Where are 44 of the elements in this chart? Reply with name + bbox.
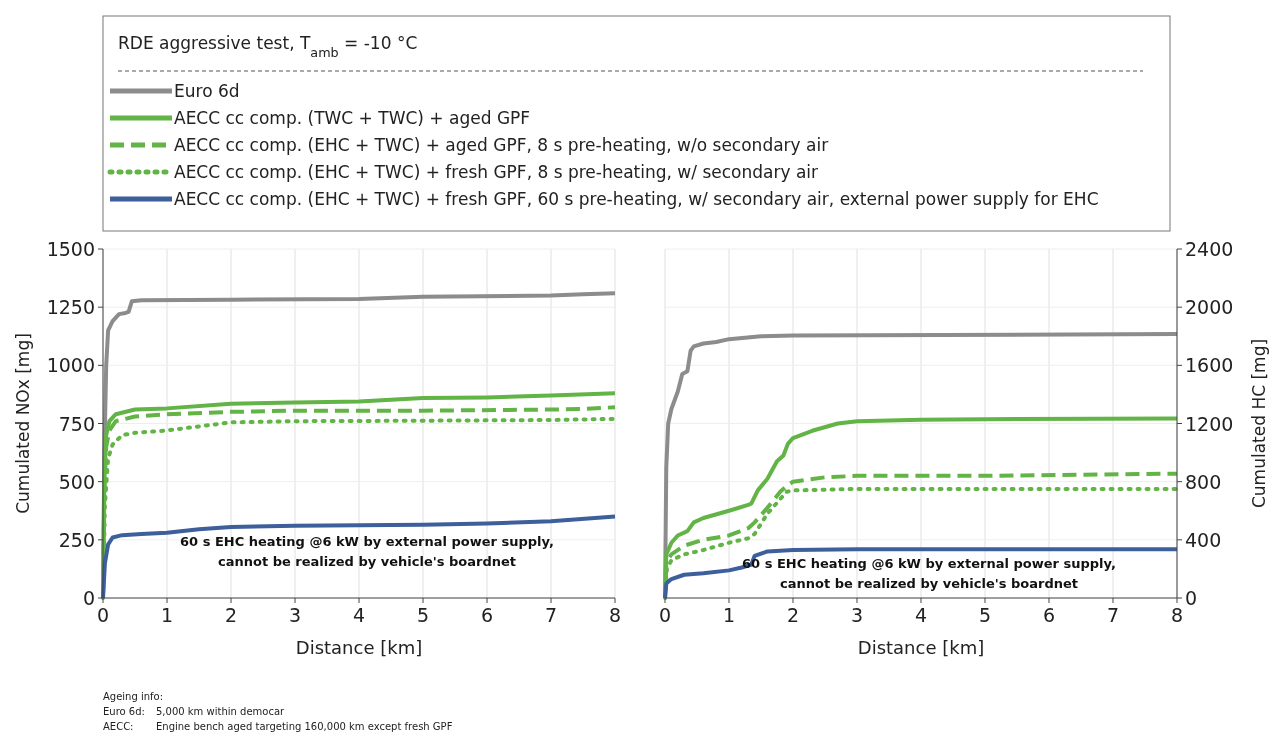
x-axis-title: Distance [km] — [295, 637, 423, 658]
legend-label: AECC cc comp. (EHC + TWC) + aged GPF, 8 s pre-heating, w/o secondary air — [174, 135, 829, 155]
x-tick-label: 5 — [978, 604, 992, 626]
text: Ageing info: Euro 6d: 5,000 km within democar AECC: Engine bench aged targeting 160,000 km except fresh GPF — [103, 691, 453, 732]
x-tick-label: 0 — [96, 604, 110, 626]
y-tick-label: 1200 — [1185, 412, 1234, 435]
legend-label: AECC cc comp. (EHC + TWC) + fresh GPF, 8 s pre-heating, w/ secondary air — [174, 162, 819, 182]
y-axis-title: Cumulated HC [mg] — [1249, 338, 1269, 509]
chart-title: RDE aggressive test, T$_{amb}$ = -10 °C — [118, 33, 418, 60]
y-tick-label: 2000 — [1185, 296, 1234, 319]
y-tick-label: 0 — [82, 587, 95, 609]
x-tick-label: 8 — [1170, 604, 1184, 626]
y-tick-label: 750 — [58, 412, 95, 435]
x-tick-label: 2 — [224, 604, 238, 626]
x-tick-label: 4 — [914, 604, 928, 626]
y-tick-label: 250 — [58, 528, 95, 551]
legend-label: Euro 6d — [174, 81, 240, 101]
y-tick-label: 400 — [1185, 528, 1222, 551]
y-tick-label: 1500 — [46, 238, 95, 260]
x-tick-label: 1 — [160, 604, 174, 626]
y-tick-label: 1000 — [46, 354, 95, 377]
x-axis-title: Distance [km] — [857, 637, 985, 658]
y-tick-label: 800 — [1185, 470, 1222, 493]
x-tick-label: 4 — [352, 604, 366, 626]
x-tick-label: 5 — [416, 604, 430, 626]
y-tick-label: 2400 — [1185, 238, 1234, 260]
x-tick-label: 2 — [786, 604, 800, 626]
y-tick-label: 0 — [1185, 587, 1198, 609]
x-tick-label: 7 — [544, 604, 558, 626]
y-tick-label: 500 — [58, 470, 95, 493]
x-tick-label: 3 — [850, 604, 864, 626]
x-tick-label: 3 — [288, 604, 302, 626]
legend-label: AECC cc comp. (TWC + TWC) + aged GPF — [174, 108, 531, 128]
x-tick-label: 7 — [1106, 604, 1120, 626]
x-tick-label: 6 — [480, 604, 494, 626]
x-tick-label: 0 — [658, 604, 672, 626]
legend-label: AECC cc comp. (EHC + TWC) + fresh GPF, 60 s pre-heating, w/ secondary air, external power supply for EHC — [174, 189, 1099, 209]
x-tick-label: 6 — [1042, 604, 1056, 626]
x-tick-label: 8 — [608, 604, 622, 626]
x-tick-label: 1 — [722, 604, 736, 626]
y-tick-label: 1250 — [46, 296, 95, 319]
y-tick-label: 1600 — [1185, 354, 1234, 377]
annotation: 60 s EHC heating @6 kW by external power supply, cannot be realized by vehicle's boardnet — [180, 534, 554, 569]
y-axis-title: Cumulated NOx [mg] — [13, 333, 33, 514]
